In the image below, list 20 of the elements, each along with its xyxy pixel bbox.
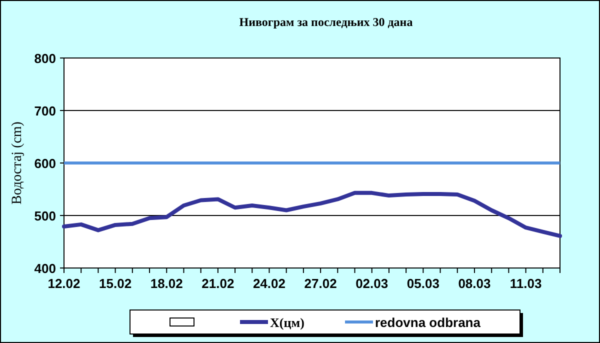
y-tick-label: 700 <box>34 104 56 118</box>
x-tick-label: 27.02 <box>304 276 337 291</box>
y-tick-label: 800 <box>34 51 56 66</box>
legend-label: X(цм) <box>270 315 304 330</box>
y-tick-label: 500 <box>34 208 56 224</box>
x-tick-label: 21.02 <box>202 276 234 291</box>
x-tick-label: 08.03 <box>458 276 491 291</box>
x-tick-label: 24.02 <box>252 276 286 291</box>
y-axis-title: Водостај (cm) <box>10 121 25 204</box>
legend-label: redovna odbrana <box>375 315 482 330</box>
x-tick-label: 12.02 <box>48 276 80 291</box>
x-tick-label: 11.03 <box>510 276 542 291</box>
x-tick-label: 05.03 <box>406 276 440 291</box>
x-tick-label: 15.02 <box>99 276 132 291</box>
x-tick-label: 02.03 <box>356 276 388 291</box>
chart-title: Нивограм за последњих 30 дана <box>239 15 413 29</box>
y-tick-label: 400 <box>34 261 56 276</box>
y-tick-label: 600 <box>34 156 56 171</box>
line-series <box>62 190 562 238</box>
x-tick-label: 18.02 <box>150 276 183 291</box>
